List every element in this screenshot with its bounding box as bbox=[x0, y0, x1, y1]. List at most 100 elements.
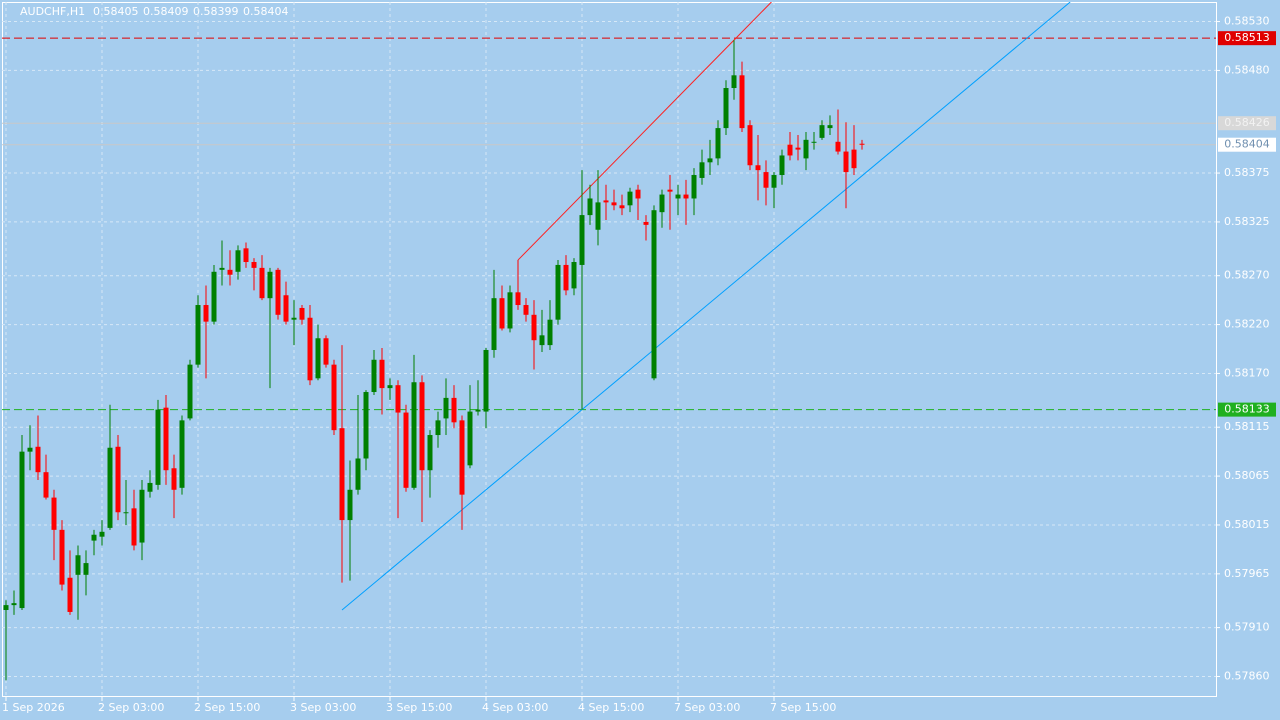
candle-body bbox=[363, 392, 369, 459]
candle-body bbox=[411, 382, 417, 488]
candle-body bbox=[579, 215, 585, 265]
candle-body bbox=[771, 175, 777, 188]
candle-body bbox=[27, 447, 33, 452]
candle-body bbox=[635, 189, 641, 199]
candle-body bbox=[483, 349, 489, 412]
candle-body bbox=[299, 307, 305, 320]
candle-body bbox=[531, 314, 537, 341]
candle-body bbox=[227, 269, 233, 275]
x-tick-label: 3 Sep 15:00 bbox=[386, 701, 452, 714]
candle-body bbox=[219, 267, 225, 270]
x-tick-label: 4 Sep 03:00 bbox=[482, 701, 548, 714]
price-label: 0.58426 bbox=[1224, 116, 1270, 129]
candle-body bbox=[787, 144, 793, 156]
candle-body bbox=[547, 319, 553, 346]
candle-body bbox=[539, 335, 545, 346]
candle-body bbox=[419, 382, 425, 471]
candle-body bbox=[595, 202, 601, 230]
grid bbox=[2, 2, 1216, 697]
candle-body bbox=[395, 385, 401, 413]
candle-body bbox=[355, 458, 361, 490]
candle-body bbox=[3, 605, 9, 611]
candle-body bbox=[235, 250, 241, 272]
candle-body bbox=[451, 397, 457, 423]
candle-body bbox=[851, 149, 857, 169]
header-open: 0.58405 bbox=[93, 5, 139, 18]
candle-body bbox=[435, 420, 441, 436]
candle-body bbox=[843, 151, 849, 173]
candle-body bbox=[515, 292, 521, 306]
candle-body bbox=[755, 165, 761, 171]
candle-body bbox=[75, 555, 81, 575]
candle-body bbox=[323, 338, 329, 365]
plot-frame bbox=[2, 2, 1217, 697]
candle-body bbox=[603, 200, 609, 203]
candle-body bbox=[739, 75, 745, 129]
candle-body bbox=[315, 338, 321, 379]
candle-body bbox=[627, 191, 633, 206]
y-tick-label: 0.58115 bbox=[1224, 420, 1270, 433]
candle-body bbox=[467, 411, 473, 466]
candle-body bbox=[443, 397, 449, 419]
candle-body bbox=[611, 202, 617, 206]
axis: 0.58530 0.58480 0.58375 0.58325 0.58270 0.582… bbox=[2, 15, 1276, 714]
y-tick-label: 0.58270 bbox=[1224, 269, 1270, 282]
candle-body bbox=[99, 531, 105, 537]
candle-body bbox=[403, 412, 409, 488]
candle-body bbox=[427, 435, 433, 471]
candle-body bbox=[507, 292, 513, 329]
candle-body bbox=[163, 407, 169, 471]
candle-body bbox=[139, 489, 145, 543]
candle-body bbox=[179, 420, 185, 488]
candle-body bbox=[731, 75, 737, 89]
candle-body bbox=[115, 446, 121, 513]
y-tick-label: 0.57965 bbox=[1224, 567, 1270, 580]
candle-body bbox=[571, 262, 577, 289]
candle-body bbox=[811, 141, 817, 143]
candle-body bbox=[155, 409, 161, 485]
price-label-box bbox=[1218, 402, 1276, 417]
y-tick-label: 0.58480 bbox=[1224, 63, 1270, 76]
x-tick-label: 3 Sep 03:00 bbox=[290, 701, 356, 714]
candle-body bbox=[723, 88, 729, 129]
candle-body bbox=[643, 221, 649, 225]
candle-body bbox=[211, 271, 217, 322]
candle-body bbox=[699, 162, 705, 178]
candle-body bbox=[83, 563, 89, 575]
candle-body bbox=[491, 298, 497, 350]
candle-body bbox=[107, 447, 113, 528]
price-label: 0.58133 bbox=[1224, 403, 1270, 416]
price-label-box bbox=[1218, 137, 1276, 152]
header-high: 0.58409 bbox=[143, 5, 189, 18]
candle-body bbox=[203, 305, 209, 322]
candle-body bbox=[523, 305, 529, 315]
candle-body bbox=[371, 359, 377, 393]
candle-body bbox=[331, 364, 337, 431]
candle-body bbox=[827, 125, 833, 129]
candle-body bbox=[379, 359, 385, 389]
plot bbox=[3, 2, 1071, 681]
candle-body bbox=[707, 158, 713, 163]
symbol: AUDCHF,H1 bbox=[20, 5, 85, 18]
price-label-box bbox=[1218, 116, 1276, 131]
candle-body bbox=[283, 295, 289, 322]
candle-body bbox=[291, 317, 297, 320]
x-tick-label: 2 Sep 15:00 bbox=[194, 701, 260, 714]
candle-body bbox=[267, 271, 273, 299]
candle-body bbox=[675, 194, 681, 199]
x-tick-label: 1 Sep 2026 bbox=[2, 701, 65, 714]
x-tick-label: 2 Sep 03:00 bbox=[98, 701, 164, 714]
candle-body bbox=[187, 364, 193, 419]
y-tick-label: 0.58015 bbox=[1224, 518, 1270, 531]
candle-body bbox=[171, 468, 177, 490]
candle-body bbox=[11, 603, 17, 606]
candle-body bbox=[691, 175, 697, 199]
candle-body bbox=[147, 482, 153, 492]
candle-body bbox=[651, 210, 657, 379]
candle-body bbox=[339, 428, 345, 521]
candle-body bbox=[123, 512, 129, 514]
candle-body bbox=[59, 529, 65, 585]
candle-body bbox=[259, 267, 265, 299]
